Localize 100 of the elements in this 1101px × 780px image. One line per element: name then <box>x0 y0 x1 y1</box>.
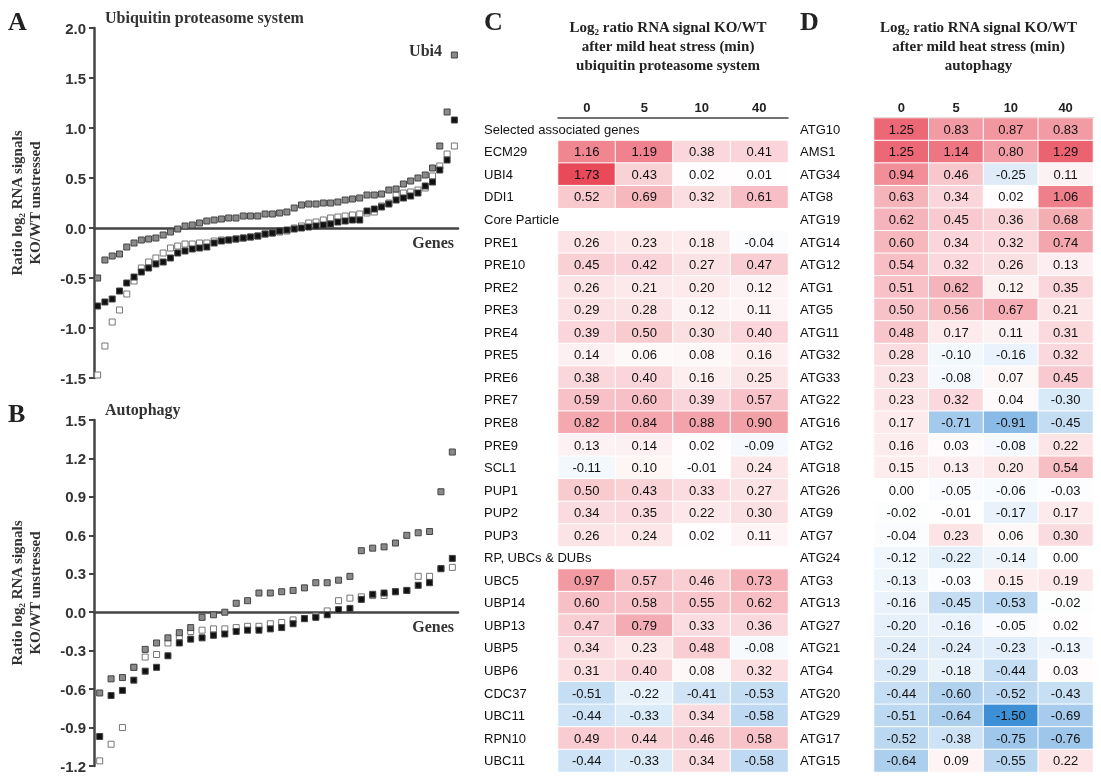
data-label: 0.32 <box>746 663 772 679</box>
data-label: 0.47 <box>746 257 772 273</box>
data-label: 0.61 <box>746 189 772 205</box>
y-tick-label: UBP5 <box>484 640 518 656</box>
data-label: 1.29 <box>1052 144 1079 160</box>
data-label: -0.22 <box>941 550 971 566</box>
data-label: -0.75 <box>996 730 1026 746</box>
y-tick-label: RPN10 <box>484 730 526 746</box>
data-label: 0.74 <box>1052 234 1079 250</box>
data-label: 0.32 <box>998 234 1024 250</box>
data-label: 0.38 <box>689 144 715 160</box>
data-label: -0.10 <box>941 347 971 363</box>
data-label: 0.32 <box>1052 347 1079 363</box>
data-label: -0.02 <box>886 505 917 521</box>
data-label: 0.57 <box>746 392 772 408</box>
y-axis-title: Ratio log₂ RNA signals KO/WT unstressed <box>9 130 43 276</box>
y-tick-label: ATG27 <box>800 617 841 633</box>
data-label: -0.64 <box>941 708 971 724</box>
y-tick-label: ATG32 <box>800 347 841 363</box>
data-label: 0.17 <box>943 324 969 340</box>
data-label: 0.48 <box>888 324 915 340</box>
y-tick-label: ATG8 <box>800 189 833 205</box>
data-label: 0.12 <box>998 279 1024 295</box>
data-label: 0.34 <box>574 505 600 521</box>
data-label: 0.02 <box>689 527 715 543</box>
data-label: 0.50 <box>574 482 600 498</box>
data-label: -0.38 <box>941 730 971 746</box>
y-tick-label: PUP2 <box>484 505 518 521</box>
y-tick-label: ATG1 <box>800 279 833 295</box>
y-tick-label: RP, UBCs & DUBs <box>484 550 592 566</box>
data-label: 0.16 <box>746 347 772 363</box>
y-tick-label: 1.5 <box>65 69 86 87</box>
data-label: 0.24 <box>746 460 772 476</box>
y-tick-label: DDI1 <box>484 189 514 205</box>
data-label: 0.34 <box>689 753 715 769</box>
data-label: 0.45 <box>943 211 969 227</box>
data-label: 0.45 <box>1052 369 1079 385</box>
y-tick-label: UBC11 <box>484 708 525 724</box>
data-label: 0.45 <box>574 257 600 273</box>
data-label: 0.01 <box>746 166 772 182</box>
data-label: 0.34 <box>943 234 969 250</box>
data-label: 0.03 <box>943 437 969 453</box>
data-label: 0.28 <box>631 302 657 318</box>
data-label: -0.05 <box>941 482 971 498</box>
text: C <box>484 6 503 36</box>
data-label: 0.16 <box>689 369 715 385</box>
data-label: 1.25 <box>888 144 915 160</box>
data-label: 0.28 <box>888 347 915 363</box>
data-label: 0.46 <box>943 166 969 182</box>
data-label: 0.32 <box>943 392 969 408</box>
y-tick-label: ATG15 <box>800 753 841 769</box>
data-label: 0.82 <box>574 414 600 430</box>
y-tick-label: UBC5 <box>484 572 519 588</box>
data-label: 0.50 <box>631 324 657 340</box>
y-tick-label: Core Particle <box>484 211 560 227</box>
data-label: 0.30 <box>1052 527 1079 543</box>
y-tick-label: 0.0 <box>65 603 86 621</box>
data-label: -0.02 <box>1050 595 1081 611</box>
y-tick-label: ATG4 <box>800 663 833 679</box>
data-label: 0.94 <box>888 166 915 182</box>
data-label: 0.62 <box>943 279 969 295</box>
data-label: 0.02 <box>1052 617 1079 633</box>
data-label: 0.36 <box>998 211 1024 227</box>
y-tick-label: ATG5 <box>800 302 833 318</box>
data-label: 0.68 <box>1052 211 1079 227</box>
y-tick-label: PRE7 <box>484 392 518 408</box>
data-label: 0.20 <box>998 460 1024 476</box>
data-label: 0.44 <box>631 730 657 746</box>
data-label: -0.64 <box>886 753 917 769</box>
data-label: 0.00 <box>1052 550 1079 566</box>
x-tick-label: 10 <box>1003 100 1019 115</box>
data-label: -0.76 <box>1050 730 1081 746</box>
data-label: 0.17 <box>1052 505 1079 521</box>
data-label: 0.23 <box>888 392 915 408</box>
data-label: 0.07 <box>998 369 1024 385</box>
y-tick-label: -0.6 <box>60 680 86 698</box>
text: A <box>8 6 27 36</box>
y-tick-label: ATG33 <box>800 369 841 385</box>
data-label: 0.90 <box>746 414 772 430</box>
y-tick-label: UBP13 <box>484 617 526 633</box>
data-label: 0.39 <box>574 324 600 340</box>
data-label: -0.52 <box>996 685 1026 701</box>
y-tick-label: -0.5 <box>60 269 86 287</box>
data-label: 0.79 <box>631 617 657 633</box>
data-label: -0.09 <box>744 437 775 453</box>
data-label: -0.11 <box>572 460 602 476</box>
y-tick-label: ATG16 <box>800 414 841 430</box>
y-tick-label: CDC37 <box>484 685 527 701</box>
y-axis-title: Ratio log₂ RNA signals KO/WT unstressed <box>9 520 43 666</box>
x-tick-label: 5 <box>640 100 648 115</box>
data-label: -1.50 <box>996 708 1026 724</box>
y-tick-label: AMS1 <box>800 144 836 160</box>
data-label: -0.43 <box>1050 685 1081 701</box>
data-label: -0.44 <box>571 708 602 724</box>
data-label: 0.39 <box>689 392 715 408</box>
x-tick-label: 5 <box>952 100 960 115</box>
data-label: 0.14 <box>574 347 600 363</box>
data-label: -0.51 <box>886 708 917 724</box>
data-label: 0.84 <box>631 414 657 430</box>
data-label: 0.23 <box>631 640 657 656</box>
